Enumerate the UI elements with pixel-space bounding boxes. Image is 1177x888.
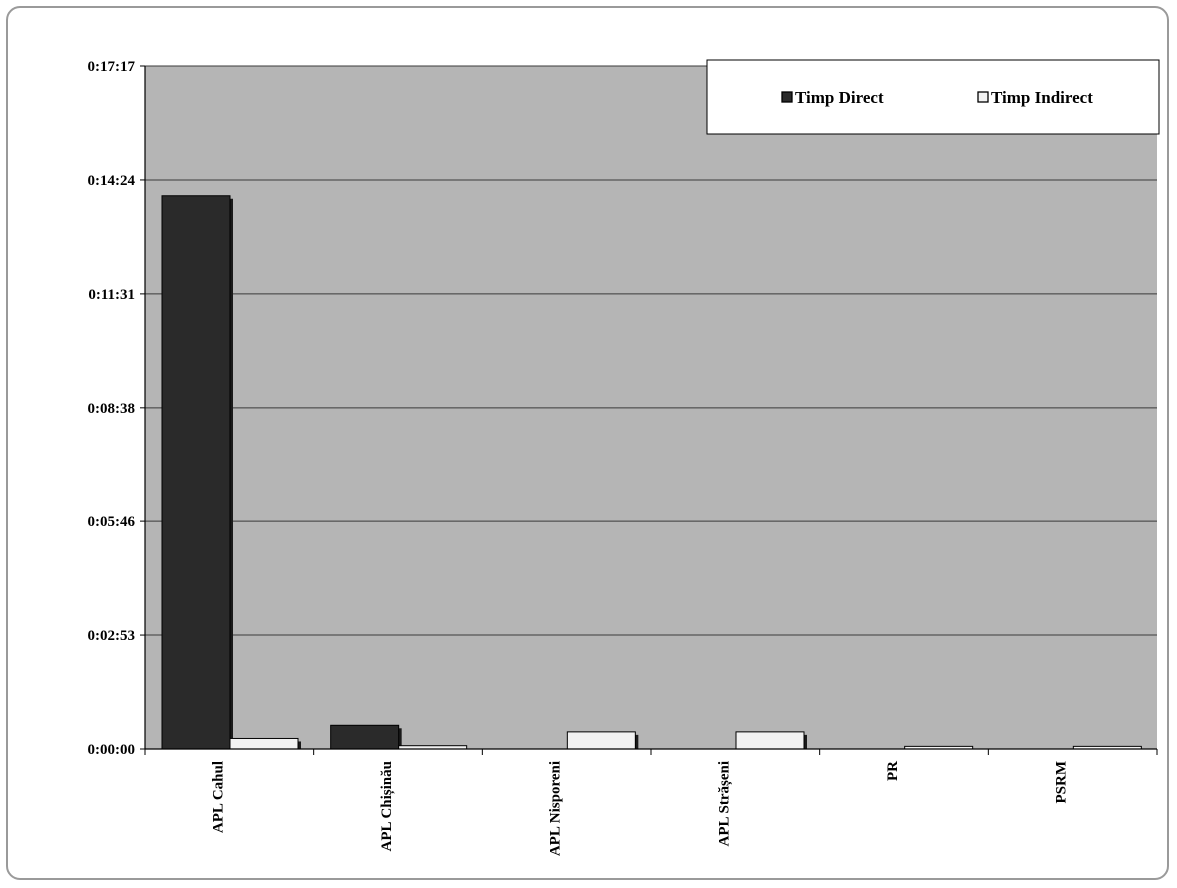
y-tick-label: 0:08:38 <box>88 401 136 417</box>
bar-direct-1 <box>330 724 400 750</box>
y-tick-label: 0:02:53 <box>88 628 136 644</box>
x-category-label: APL Cahul <box>210 761 226 833</box>
y-axis-ticks: 0:00:00 0:02:53 0:05:46 0:08:38 0:11:31 0:14:… <box>88 59 145 758</box>
legend-swatch-direct <box>781 91 793 103</box>
bars <box>161 195 1142 750</box>
y-tick-label: 0:14:24 <box>88 173 136 189</box>
x-category-label: PSRM <box>1054 761 1070 804</box>
y-tick-label: 0:11:31 <box>88 287 135 303</box>
y-tick-label: 0:00:00 <box>88 742 136 758</box>
legend-label: Timp Indirect <box>991 88 1093 107</box>
x-category-label: APL Nisporeni <box>548 761 564 856</box>
legend: Timp Direct Timp Indirect <box>706 59 1160 135</box>
x-category-label: APL Strășeni <box>716 761 732 846</box>
bar-direct-0 <box>161 195 231 750</box>
y-tick-label: 0:05:46 <box>88 514 136 530</box>
bar-indirect-0 <box>229 737 299 750</box>
bar-indirect-2 <box>566 731 636 750</box>
x-category-label: APL Chișinău <box>379 761 395 851</box>
x-category-label: PR <box>885 761 901 781</box>
legend-label: Timp Direct <box>795 88 884 107</box>
y-tick-label: 0:17:17 <box>88 59 136 75</box>
bar-indirect-3 <box>735 731 805 750</box>
x-axis-categories: APL Cahul APL Chișinău APL Nisporeni APL St… <box>144 749 1158 856</box>
legend-swatch-indirect <box>977 91 989 103</box>
